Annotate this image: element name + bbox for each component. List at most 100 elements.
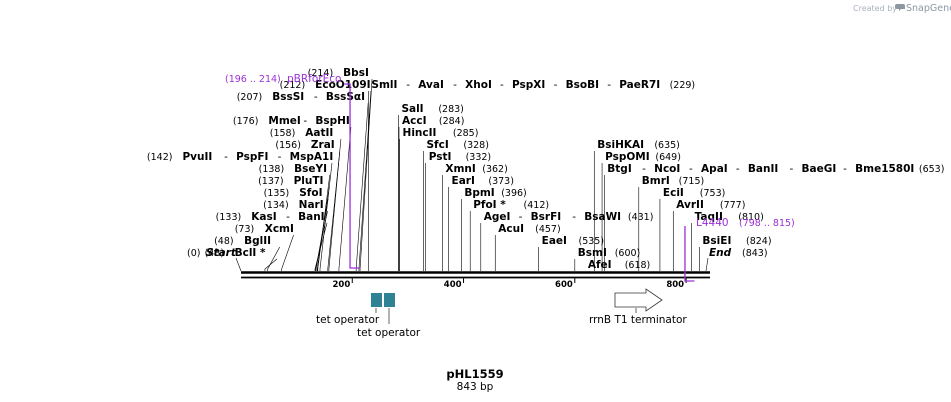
enzyme-name: MmeI — [268, 115, 300, 127]
start-marker: (0) Start — [187, 247, 237, 259]
site-label: SmlI - AvaI - XhoI - PspXI - BsoBI - PaeR7I (229) — [371, 79, 695, 91]
site-count: (156) — [275, 140, 301, 151]
site-count: (133) — [216, 212, 242, 223]
site-label: (138) BseYI — [259, 163, 327, 175]
enzyme-name: TaqII — [695, 211, 723, 223]
enzyme-name: PspFI — [236, 151, 268, 163]
site-count: (635) — [654, 140, 680, 151]
site-label: PspOMI (649) — [605, 151, 681, 163]
start-label: Start — [206, 247, 237, 259]
enzyme-name: ZraI — [311, 139, 335, 151]
enzyme-name: XhoI — [465, 79, 492, 91]
site-count: (600) — [615, 248, 641, 259]
enzyme-name: BsrFI — [531, 211, 562, 223]
site-count: (134) — [263, 200, 289, 211]
site-separator: - — [790, 163, 794, 175]
site-count: (212) — [280, 80, 306, 91]
site-leader — [314, 222, 328, 271]
site-label: (212) EcoO109I — [280, 79, 371, 91]
enzyme-name: EarI — [452, 175, 475, 187]
enzyme-name: BssSI — [272, 91, 304, 103]
site-count: (214) — [308, 68, 334, 79]
site-count: (649) — [655, 152, 681, 163]
site-label: XmnI (362) — [445, 163, 507, 175]
enzyme-name: BsiEI — [702, 235, 731, 247]
site-label: AfeI (618) — [588, 259, 650, 271]
enzyme-name: EcoO109I — [315, 79, 370, 91]
site-leader-lines — [235, 78, 709, 272]
ruler-tick-label: 600 — [555, 280, 573, 290]
enzyme-name: BanII — [748, 163, 778, 175]
enzyme-name: BspHI — [315, 115, 349, 127]
site-count: (229) — [670, 80, 696, 91]
start-leader — [235, 257, 242, 272]
site-label: AgeI - BsrFI - BsaWI (431) — [484, 211, 654, 223]
site-leader — [281, 234, 294, 271]
site-leader — [315, 210, 328, 271]
site-count: (362) — [482, 164, 508, 175]
enzyme-name: AcuI — [498, 223, 524, 235]
site-separator: - — [278, 151, 282, 163]
site-separator: - — [500, 79, 504, 91]
site-separator: - — [607, 79, 611, 91]
site-separator: - — [736, 163, 740, 175]
enzyme-name: NcoI — [654, 163, 680, 175]
site-separator: - — [554, 79, 558, 91]
primer-arrow — [684, 226, 695, 282]
site-count: (373) — [488, 176, 514, 187]
terminator-arrow-icon — [614, 288, 663, 312]
site-count: (328) — [463, 140, 489, 151]
site-label: (73) XcmI — [235, 223, 294, 235]
enzyme-name: AvrII — [676, 199, 704, 211]
enzyme-name: XcmI — [265, 223, 294, 235]
site-label: BmrI (715) — [642, 175, 704, 187]
site-label: PstI (332) — [429, 151, 491, 163]
site-label: EciI (753) — [663, 187, 725, 199]
enzyme-name: AccI — [402, 115, 426, 127]
primer-arrow — [344, 83, 361, 269]
snapgene-logo-icon — [895, 4, 905, 11]
site-separator: - — [453, 79, 457, 91]
site-separator: - — [519, 211, 523, 223]
site-label: BpmI (396) — [464, 187, 526, 199]
enzyme-name: PaeR7I — [619, 79, 660, 91]
site-count: (653) — [919, 164, 945, 175]
site-label: BsmI (600) — [578, 247, 640, 259]
restriction-site-labels: (43) BclI *(48) BglII(73) XcmI(133) KasI - Ban… — [147, 67, 945, 271]
site-label: HincII (285) — [403, 127, 479, 139]
site-count: (810) — [738, 212, 764, 223]
enzyme-name: MspA1I — [290, 151, 334, 163]
site-leader — [317, 174, 331, 271]
primer-name: pBRforEco — [287, 73, 341, 85]
site-leader — [359, 78, 373, 271]
enzyme-name: EaeI — [542, 235, 567, 247]
ruler-tick-label: 800 — [666, 280, 684, 290]
enzyme-name: PspOMI — [605, 151, 650, 163]
enzyme-name: PluTI — [294, 175, 324, 187]
site-count: (48) — [214, 236, 234, 247]
site-leader — [327, 150, 341, 271]
enzyme-name: AvaI — [418, 79, 444, 91]
primer-name: L4440 — [696, 217, 729, 229]
site-count: (43) — [205, 248, 225, 259]
site-label: (137) PluTI — [258, 175, 323, 187]
site-count: (158) — [270, 128, 296, 139]
site-label: (207) BssSI - BssSαI — [237, 91, 365, 103]
site-label: EaeI (535) — [542, 235, 604, 247]
enzyme-name: SfcI — [426, 139, 448, 151]
ruler-tick-label: 200 — [333, 280, 351, 290]
site-separator: - — [303, 115, 307, 127]
enzyme-name: BpmI — [464, 187, 494, 199]
site-leader — [338, 126, 352, 271]
enzyme-name: PspXI — [512, 79, 545, 91]
enzyme-name: BtgI — [607, 163, 631, 175]
credit-prefix: Created by — [853, 4, 897, 13]
enzyme-name: BsmI — [578, 247, 607, 259]
primer-range: (798 .. 815) — [739, 218, 795, 229]
site-leader — [264, 258, 278, 271]
site-count: (73) — [235, 224, 255, 235]
site-count: (457) — [535, 224, 561, 235]
site-separator: - — [406, 79, 410, 91]
site-label: (142) PvuII - PspFI - MspA1I — [147, 151, 333, 163]
